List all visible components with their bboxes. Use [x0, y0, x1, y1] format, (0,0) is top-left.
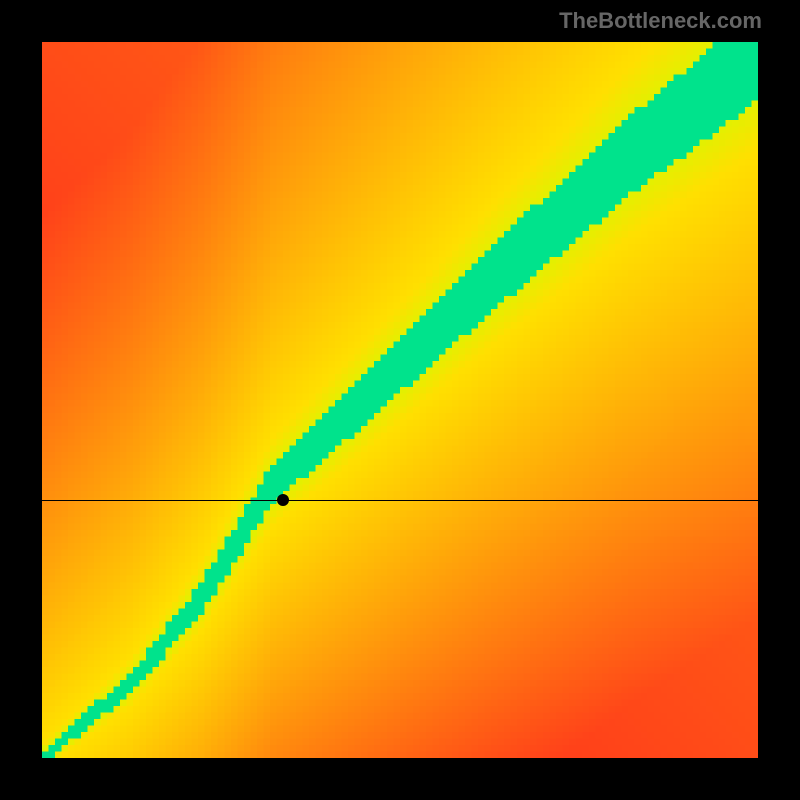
watermark-text: TheBottleneck.com	[559, 8, 762, 34]
crosshair-horizontal	[42, 500, 758, 501]
selected-data-point	[277, 494, 289, 506]
bottleneck-heatmap-plot	[42, 42, 758, 758]
heatmap-canvas	[42, 42, 758, 758]
